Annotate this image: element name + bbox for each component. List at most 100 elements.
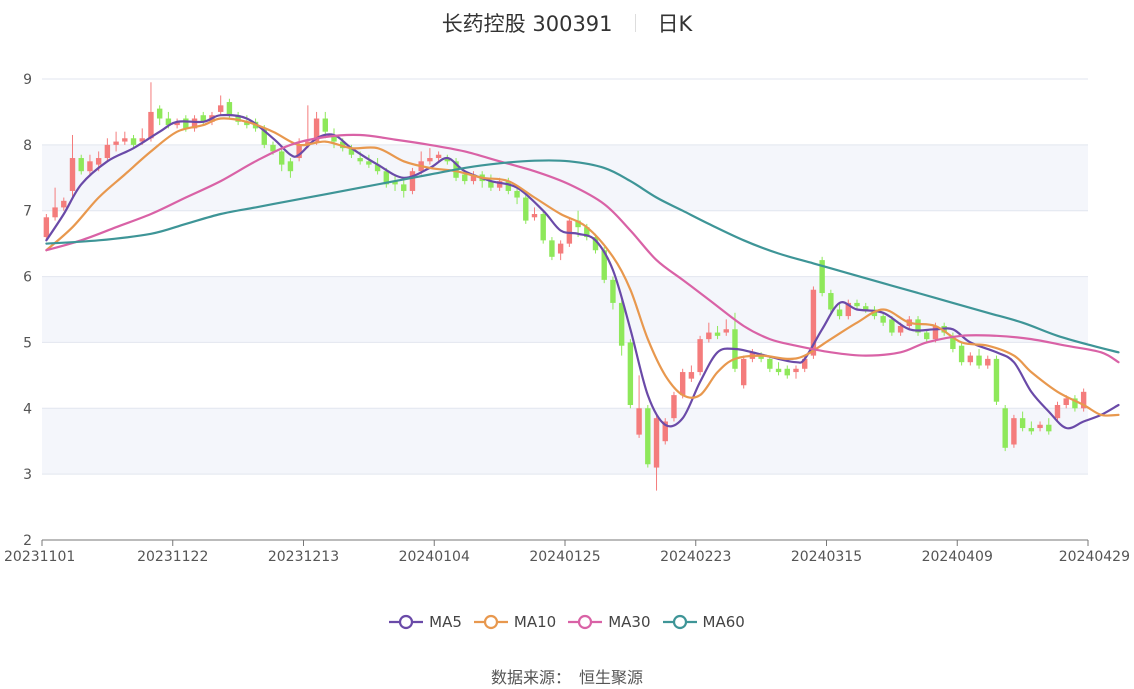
candle [130, 134, 137, 149]
candle [993, 355, 1000, 405]
candle [679, 368, 686, 399]
ma-line-ma60 [45, 159, 1120, 354]
candle-body [261, 128, 267, 145]
candle-body [819, 260, 825, 294]
candle [819, 256, 825, 297]
candle-body [95, 158, 102, 165]
x-axis: 20231101 20231122 20231213 20240104 20240125… [4, 539, 1130, 565]
candle-body [1072, 398, 1078, 409]
candle-body [174, 121, 180, 126]
candle-body [1019, 418, 1026, 429]
candle [985, 355, 991, 369]
candle-body [880, 316, 886, 323]
candle-body [679, 372, 686, 396]
candle [488, 174, 494, 191]
candle-body [43, 217, 50, 238]
candle-body [113, 141, 119, 145]
candle-body [78, 158, 84, 172]
candle [557, 240, 564, 261]
candle-body [836, 309, 843, 317]
candle [287, 158, 294, 178]
candle [610, 276, 616, 310]
candle [828, 289, 834, 313]
legend-marker-icon [568, 614, 603, 630]
y-axis-ticks: 2 3 4 5 6 7 8 9 [23, 72, 32, 549]
candle [1054, 401, 1061, 422]
candle-body [52, 207, 58, 218]
candle-body [348, 148, 355, 155]
candle-body [523, 197, 529, 221]
candle [444, 154, 451, 165]
legend-marker-icon [389, 614, 424, 630]
candle-body [697, 339, 703, 373]
candle [697, 335, 703, 376]
candle [1046, 418, 1052, 435]
candle-body [636, 408, 642, 435]
candle-body [653, 418, 660, 468]
candle-body [592, 237, 599, 251]
candle [740, 355, 747, 389]
candle [148, 82, 154, 142]
y-tick-label: 4 [23, 401, 32, 417]
legend-label: MA30 [608, 612, 651, 631]
candle-body [296, 144, 302, 159]
legend-item-ma10[interactable]: MA10 [473, 613, 556, 631]
candle-body [671, 395, 677, 419]
candle-body [139, 138, 145, 142]
candle [662, 418, 668, 445]
y-tick-label: 8 [23, 138, 32, 154]
title-text: 长药控股 300391 [441, 12, 613, 36]
y-tick-label: 3 [23, 467, 32, 483]
x-tick-label: 20240125 [529, 549, 600, 565]
candle [43, 214, 50, 241]
candle [69, 134, 76, 198]
candle [836, 302, 843, 320]
ma-line-ma5 [45, 113, 1120, 430]
candle-body [514, 190, 520, 198]
x-tick-label: 20240315 [791, 549, 862, 565]
candle-body [61, 200, 67, 208]
candle-body [69, 158, 76, 191]
source-label: 数据来源： [490, 668, 571, 687]
candle [775, 362, 782, 376]
candle-body [427, 158, 433, 162]
candle-body [1046, 424, 1052, 432]
legend-label: MA5 [429, 612, 462, 631]
candle-body [313, 118, 320, 142]
candle-body [897, 325, 904, 333]
candle [1072, 395, 1078, 412]
candle [1037, 421, 1043, 432]
candle [671, 391, 677, 422]
candle [592, 233, 599, 254]
candle-body [950, 335, 956, 350]
legend-item-ma30[interactable]: MA30 [568, 612, 651, 631]
candle [1080, 388, 1087, 412]
candle [924, 329, 930, 343]
x-tick-label: 20231213 [268, 549, 339, 565]
y-tick-label: 7 [23, 204, 32, 220]
candle-body [165, 118, 172, 126]
candle-body [287, 161, 294, 172]
candle-body [1037, 424, 1043, 429]
legend-item-ma5[interactable]: MA5 [389, 613, 462, 631]
source-name: 恒生聚源 [579, 668, 644, 687]
plot-bands [42, 144, 1088, 475]
candle-body [706, 332, 712, 340]
candle-body [828, 293, 834, 310]
data-source: 数据来源： 恒生聚源 [0, 664, 1134, 688]
candle [1002, 404, 1008, 452]
candle-body [810, 289, 817, 356]
band [42, 276, 1088, 343]
candle [714, 325, 721, 340]
candle-body [531, 214, 538, 218]
candle-body [889, 319, 895, 333]
candle [854, 299, 860, 310]
x-tick-label: 20240104 [399, 549, 470, 565]
candle-body [331, 134, 337, 142]
candle-body [383, 171, 390, 185]
subtitle-text: 日K [657, 12, 693, 36]
candle-body [87, 161, 93, 172]
candle [366, 154, 372, 168]
candle [401, 177, 407, 198]
legend-item-ma60[interactable]: MA60 [662, 613, 745, 631]
